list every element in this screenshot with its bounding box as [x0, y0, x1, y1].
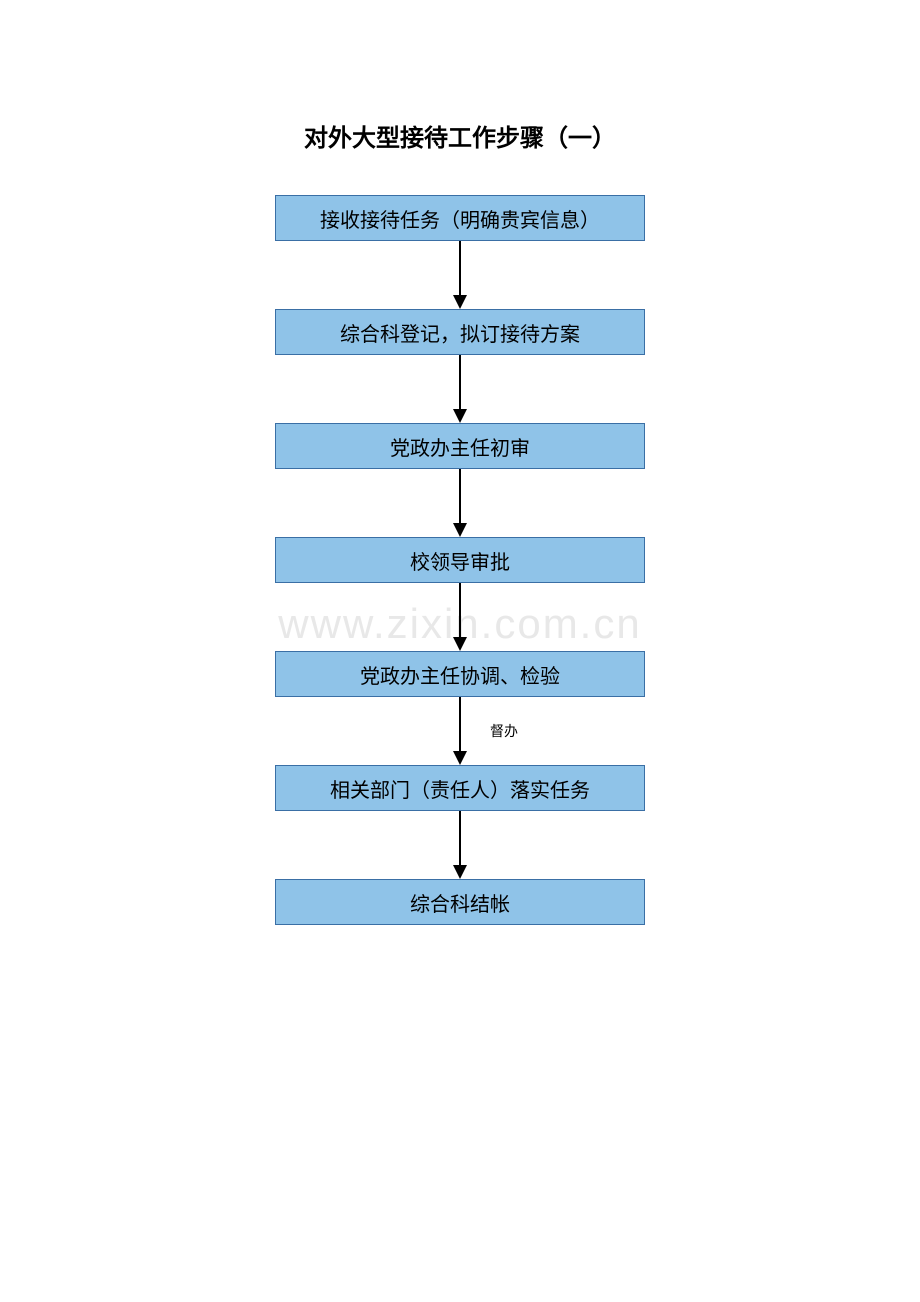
flowchart-arrow-head-icon — [453, 637, 467, 651]
flowchart-arrow-line — [459, 355, 461, 411]
flowchart-arrow-head-icon — [453, 865, 467, 879]
flowchart-step-3: 党政办主任初审 — [275, 423, 645, 469]
flowchart-step-label: 相关部门（责任人）落实任务 — [330, 774, 590, 803]
flowchart-arrow-line — [459, 583, 461, 639]
flowchart-arrow-head-icon — [453, 751, 467, 765]
flowchart-step-4: 校领导审批 — [275, 537, 645, 583]
flowchart-arrow-head-icon — [453, 523, 467, 537]
flowchart-step-label: 党政办主任协调、检验 — [360, 660, 560, 689]
flowchart-step-label: 接收接待任务（明确贵宾信息） — [320, 204, 600, 233]
flowchart-arrow-line — [459, 811, 461, 867]
flowchart-step-label: 党政办主任初审 — [390, 432, 530, 461]
flowchart-step-5: 党政办主任协调、检验 — [275, 651, 645, 697]
flowchart-edge-label: 督办 — [490, 721, 518, 741]
flowchart-arrow-head-icon — [453, 295, 467, 309]
flowchart-step-1: 接收接待任务（明确贵宾信息） — [275, 195, 645, 241]
flowchart-step-7: 综合科结帐 — [275, 879, 645, 925]
flowchart-arrow-line — [459, 697, 461, 753]
flowchart-step-6: 相关部门（责任人）落实任务 — [275, 765, 645, 811]
flowchart-step-2: 综合科登记，拟订接待方案 — [275, 309, 645, 355]
page-title: 对外大型接待工作步骤（一） — [0, 118, 920, 153]
flowchart-step-label: 综合科登记，拟订接待方案 — [340, 318, 580, 347]
flowchart-arrow-line — [459, 241, 461, 297]
flowchart-arrow-head-icon — [453, 409, 467, 423]
flowchart-arrow-line — [459, 469, 461, 525]
flowchart-step-label: 校领导审批 — [410, 546, 510, 575]
flowchart-step-label: 综合科结帐 — [410, 888, 510, 917]
